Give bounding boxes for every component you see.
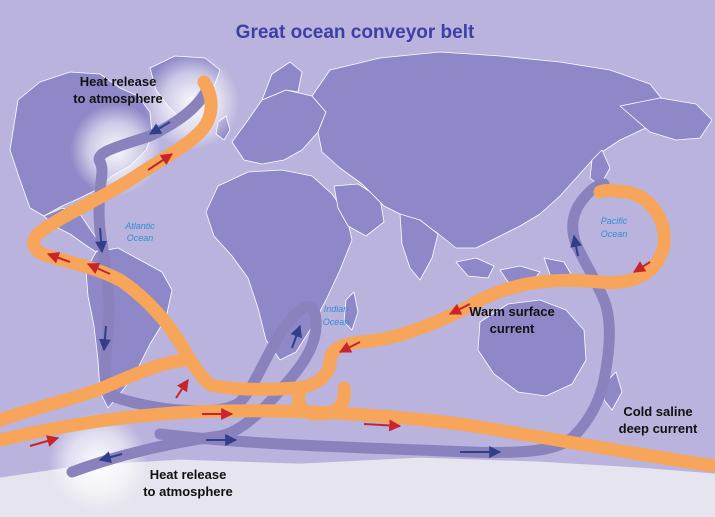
warm-surface-current xyxy=(0,75,715,473)
atlantic-ocean-label-line1: Atlantic xyxy=(124,221,155,231)
indian-ocean-label-line2: Ocean xyxy=(323,317,350,327)
pacific-ocean-label-line2: Ocean xyxy=(601,229,628,239)
warm-current-label-line1: Warm surface xyxy=(469,304,555,319)
land-scandinavia xyxy=(261,61,303,101)
land-japan xyxy=(589,149,611,187)
cold-arrow-2 xyxy=(95,227,108,254)
land-arabia xyxy=(333,183,385,237)
cold-current-label-line1: Cold saline xyxy=(623,404,692,419)
land-india xyxy=(399,213,439,281)
cold-arrow-8 xyxy=(570,234,583,257)
heat-release-bottom-line2: to atmosphere xyxy=(143,484,233,499)
warm-arrow-3 xyxy=(86,263,111,275)
cold-flow-arrows xyxy=(95,121,583,463)
land-australia xyxy=(477,299,587,397)
diagram-title: Great ocean conveyor belt xyxy=(236,22,475,43)
land-alaska xyxy=(619,97,713,141)
warm-arrow-2 xyxy=(46,252,71,264)
land-madagascar xyxy=(343,291,359,331)
cold-arrow-3 xyxy=(98,325,111,352)
land-asia xyxy=(311,51,667,249)
warm-current-south-atlantic xyxy=(0,353,197,427)
warm-current-gulf-stream xyxy=(27,75,671,396)
warm-arrow-1 xyxy=(147,153,173,171)
warm-arrow-7 xyxy=(29,435,60,447)
warm-arrow-4 xyxy=(175,379,189,399)
warm-arrow-9 xyxy=(448,303,471,315)
cold-current-southern xyxy=(154,178,615,458)
warm-arrow-6 xyxy=(363,419,402,432)
cold-arrow-4 xyxy=(290,324,302,349)
warm-arrow-8 xyxy=(338,341,361,353)
cold-current-label-line2: deep current xyxy=(619,421,698,436)
warm-arrow-10 xyxy=(632,261,651,273)
cold-arrow-7 xyxy=(98,451,123,463)
cold-arrow-1 xyxy=(148,121,171,135)
warm-current-southern xyxy=(0,404,715,473)
pacific-ocean-label-line1: Pacific xyxy=(601,216,628,226)
warm-flow-arrows xyxy=(29,153,651,447)
heat-release-top-line1: Heat release xyxy=(80,74,157,89)
heat-release-bottom-line1: Heat release xyxy=(150,467,227,482)
warm-current-label-line2: current xyxy=(490,321,535,336)
atlantic-ocean-label-line2: Ocean xyxy=(127,233,154,243)
indian-ocean-label-line1: Indian xyxy=(324,304,349,314)
heat-release-top-line2: to atmosphere xyxy=(73,91,163,106)
